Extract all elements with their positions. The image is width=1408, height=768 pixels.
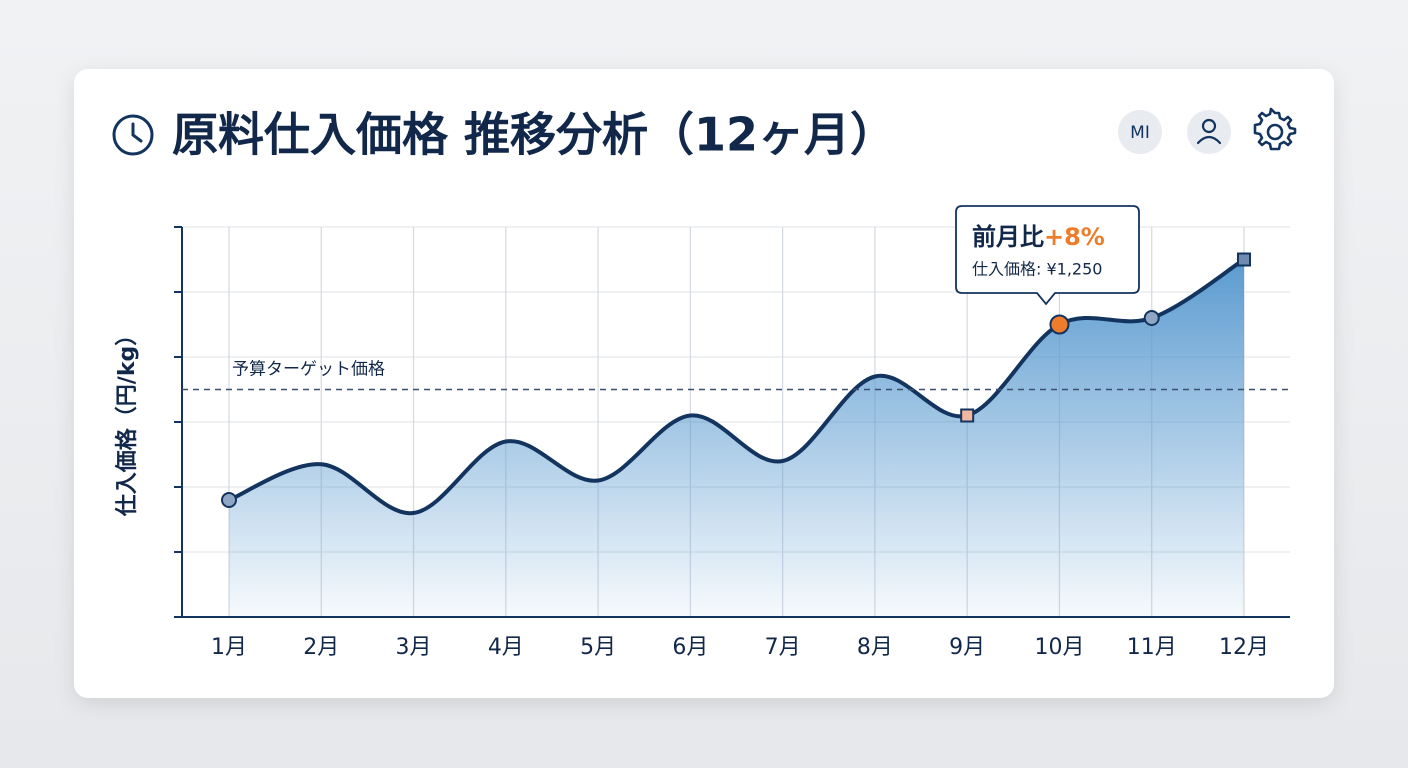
target-label: 予算ターゲット価格 — [232, 360, 385, 380]
point — [221, 492, 237, 508]
tooltip-box — [955, 205, 1140, 306]
x-tick-label: 5月 — [580, 635, 616, 660]
x-tick-label: 4月 — [488, 635, 524, 660]
x-tick-label: 7月 — [765, 635, 801, 660]
tooltip-label: 前月比 — [972, 223, 1044, 251]
chart-title: 原料仕入価格 推移分析（12ヶ月） — [172, 108, 896, 162]
x-tick-label: 2月 — [303, 635, 339, 660]
settings-icon[interactable] — [1253, 107, 1297, 151]
y-axis-label: 仕入価格（円/kg） — [114, 324, 140, 517]
point — [1049, 314, 1070, 335]
x-tick-label: 6月 — [672, 635, 708, 660]
tooltip-detail: 仕入価格: ¥1,250 — [972, 260, 1102, 279]
tooltip-change: +8% — [1044, 223, 1105, 251]
point — [1237, 252, 1251, 267]
point — [960, 408, 975, 423]
user-badge[interactable]: MI — [1130, 123, 1150, 143]
x-tick-label: 12月 — [1219, 635, 1269, 660]
x-tick-label: 9月 — [949, 635, 985, 660]
profile-icon[interactable] — [1187, 110, 1231, 154]
x-tick-label: 11月 — [1127, 635, 1177, 660]
x-tick-label: 10月 — [1034, 635, 1084, 660]
tooltip-title: 前月比+8% — [972, 223, 1105, 251]
clock-icon — [112, 114, 154, 156]
user-badge-bg[interactable] — [1118, 110, 1162, 154]
tooltip: 前月比+8% 仕入価格: ¥1,250 — [955, 205, 1140, 306]
x-tick-label: 1月 — [211, 635, 247, 660]
point — [1143, 310, 1160, 326]
x-tick-label: 3月 — [396, 635, 432, 660]
x-tick-label: 8月 — [857, 635, 893, 660]
area — [229, 259, 1244, 617]
